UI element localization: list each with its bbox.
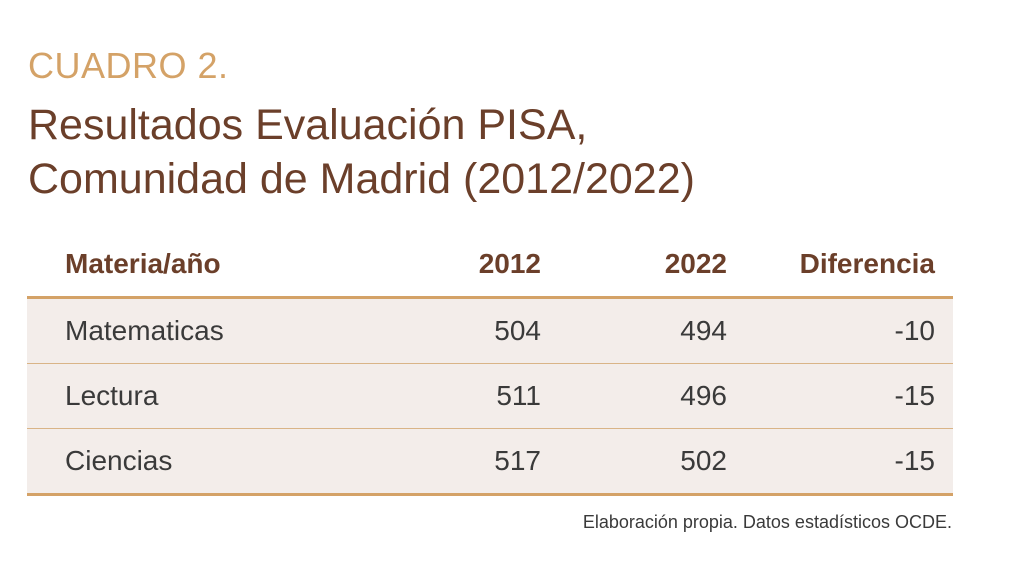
- cell-difference: -10: [727, 297, 953, 364]
- cell-2012: 517: [365, 428, 541, 496]
- results-table: Materia/año 2012 2022 Diferencia Matemat…: [27, 232, 953, 496]
- title-region: Comunidad de Madrid: [28, 155, 452, 203]
- column-header-2022: 2022: [541, 232, 727, 299]
- cell-2022: 502: [541, 428, 727, 496]
- table-row: Lectura 511 496 -15: [27, 363, 953, 429]
- cell-difference: -15: [727, 428, 953, 496]
- source-note: Elaboración propia. Datos estadísticos O…: [582, 512, 952, 532]
- table-row: Matematicas 504 494 -10: [27, 297, 953, 364]
- table-header-row: Materia/año 2012 2022 Diferencia: [27, 232, 953, 299]
- column-header-2012: 2012: [365, 232, 541, 299]
- column-header-difference: Diferencia: [727, 232, 953, 299]
- column-header-subject: Materia/año: [27, 232, 365, 299]
- title-line-1: Resultados Evaluación PISA,: [28, 101, 588, 149]
- title-line-2: Comunidad de Madrid (2012/2022): [28, 152, 988, 206]
- cell-subject: Matematicas: [27, 297, 365, 364]
- title-years: (2012/2022): [463, 155, 695, 203]
- cell-subject: Ciencias: [27, 428, 365, 496]
- cell-2022: 496: [541, 363, 727, 429]
- cell-2022: 494: [541, 297, 727, 364]
- cell-difference: -15: [727, 363, 953, 429]
- cell-2012: 511: [365, 363, 541, 429]
- table-row: Ciencias 517 502 -15: [27, 428, 953, 496]
- cell-subject: Lectura: [27, 363, 365, 429]
- table-label: CUADRO 2.: [28, 45, 229, 86]
- cell-2012: 504: [365, 297, 541, 364]
- page-title: Resultados Evaluación PISA, Comunidad de…: [28, 98, 988, 206]
